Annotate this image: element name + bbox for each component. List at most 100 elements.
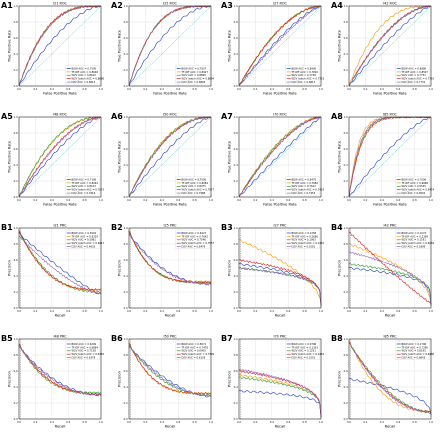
x-axis-label: Recall xyxy=(275,314,286,318)
x-axis-label: Recall xyxy=(165,314,176,318)
panel-label: B8 xyxy=(331,334,343,343)
x-tick-label: 0.6 xyxy=(66,309,70,313)
y-tick-label: 0.4 xyxy=(14,52,18,56)
x-tick-label: 0.8 xyxy=(303,420,307,424)
legend-entry: TF-IDF AUC = 0.9668 xyxy=(402,181,429,185)
x-axis-label: Recall xyxy=(275,425,286,429)
series-line-w2v-batch xyxy=(18,116,101,198)
y-tick-label: 0.6 xyxy=(124,258,128,262)
panel-B1: B1 I21 PRC0.00.00.20.20.40.40.60.60.80.81… xyxy=(1,223,105,318)
y-tick-label: 0.4 xyxy=(14,163,18,167)
legend-entry: D2V AUC = 0.7731 xyxy=(402,80,426,84)
series-line-tf-idf xyxy=(238,116,322,198)
y-tick-label: 0.0 xyxy=(14,417,18,421)
y-tick-label: 0.2 xyxy=(14,401,18,405)
x-axis-label: False Positive Rate xyxy=(263,92,297,96)
x-tick-label: 0.4 xyxy=(50,420,54,424)
y-axis-label: Precision xyxy=(228,371,232,387)
x-axis-label: False Positive Rate xyxy=(153,203,187,207)
legend-entry: W2V AUC = 0.9545 xyxy=(402,184,427,188)
x-tick-label: 0.2 xyxy=(143,309,147,313)
legend-entry: TF-IDF AUC = 0.7802 xyxy=(292,70,319,74)
series-line-w2v-batch xyxy=(18,230,102,291)
y-tick-label: 1.0 xyxy=(124,4,128,8)
x-axis-label: Recall xyxy=(165,425,176,429)
panel-label: A6 xyxy=(111,112,123,121)
series-line-w2v-batch xyxy=(348,342,432,413)
legend-entry: BOW AUC = 0.7837 xyxy=(182,66,207,70)
y-tick-label: 1.0 xyxy=(344,115,348,119)
x-tick-label: 0.6 xyxy=(396,198,400,202)
legend-entry: TF-IDF AUC = 0.7290 xyxy=(402,345,429,349)
legend-entry: TF-IDF AUC = 0.6884 xyxy=(72,345,99,349)
legend-entry: W2V_batch AUC = 0.8894 xyxy=(182,77,215,81)
panel-label: A8 xyxy=(331,112,343,121)
y-tick-label: 0.0 xyxy=(344,195,348,199)
legend-entry: D2V AUC = 0.7616 xyxy=(72,191,96,195)
legend-entry: D2V AUC = 0.7453 xyxy=(292,191,316,195)
y-tick-label: 0.8 xyxy=(344,20,348,24)
legend-box xyxy=(285,229,320,249)
legend-entry: BOW AUC = 0.6475 xyxy=(292,177,317,181)
legend-entry: BOW AUC = 0.1072 xyxy=(402,231,427,235)
y-tick-label: 0.6 xyxy=(344,36,348,40)
panel-B2: B2 I25 PRC0.00.00.20.20.40.40.60.60.80.81… xyxy=(111,223,215,318)
y-axis-label: True Positive Rate xyxy=(338,140,342,174)
axes-frame xyxy=(238,338,322,420)
x-tick-label: 1.0 xyxy=(429,87,433,91)
legend-entry: W2V_batch AUC = 0.7557 xyxy=(182,241,215,245)
legend-entry: W2V AUC = 0.8610 xyxy=(72,73,97,77)
x-axis-label: Recall xyxy=(385,314,396,318)
y-tick-label: 0.4 xyxy=(344,274,348,278)
legend-entry: TF-IDF AUC = 0.2399 xyxy=(402,234,429,238)
y-tick-label: 0.8 xyxy=(14,131,18,135)
y-tick-label: 0.2 xyxy=(124,68,128,72)
x-tick-label: 0.4 xyxy=(380,87,384,91)
legend-box xyxy=(285,340,320,360)
x-tick-label: 0.2 xyxy=(33,420,37,424)
x-tick-label: 0.6 xyxy=(66,420,70,424)
series-line-d2v xyxy=(238,116,321,198)
series-line-tf-idf xyxy=(238,239,322,304)
legend-entry: BOW AUC = 0.0796 xyxy=(292,342,317,346)
panel-label: B7 xyxy=(221,334,233,343)
series-line-tf-idf xyxy=(348,5,432,87)
x-tick-label: 0.8 xyxy=(193,87,197,91)
axes-frame xyxy=(18,338,102,420)
x-tick-label: 0.6 xyxy=(396,87,400,91)
panel-title: I85 PRC xyxy=(384,335,398,339)
x-tick-label: 0.4 xyxy=(380,309,384,313)
y-axis-label: Precision xyxy=(8,260,12,276)
legend-entry: W2V AUC = 0.1191 xyxy=(402,238,427,242)
y-tick-label: 0.6 xyxy=(14,369,18,373)
legend-entry: W2V AUC = 0.7612 xyxy=(292,184,317,188)
panel-title: I27 ROC xyxy=(273,2,287,6)
series-line-d2v xyxy=(348,5,431,87)
y-tick-label: 1.0 xyxy=(14,4,18,8)
x-tick-label: 0.2 xyxy=(143,198,147,202)
x-tick-label: 0.4 xyxy=(380,198,384,202)
x-tick-label: 0.8 xyxy=(303,198,307,202)
y-tick-label: 1.0 xyxy=(234,337,238,341)
chance-diagonal xyxy=(348,116,432,198)
panel-A4: A4 I42 ROC0.00.00.20.20.40.40.60.60.80.81… xyxy=(331,1,435,96)
x-tick-label: 0.8 xyxy=(83,420,87,424)
legend-entry: W2V AUC = 0.7731 xyxy=(402,73,427,77)
legend-entry: W2V AUC = 0.8895 xyxy=(182,73,207,77)
series-line-bow xyxy=(128,233,212,286)
legend-box xyxy=(395,65,430,85)
y-tick-label: 0.8 xyxy=(124,242,128,246)
legend-entry: TF-IDF AUC = 0.2666 xyxy=(292,234,319,238)
y-axis-label: Precision xyxy=(338,371,342,387)
y-tick-label: 1.0 xyxy=(124,226,128,230)
x-tick-label: 1.0 xyxy=(319,87,323,91)
series-line-d2v xyxy=(128,345,212,398)
x-tick-label: 1.0 xyxy=(429,309,433,313)
legend-entry: BOW AUC = 0.7106 xyxy=(72,177,97,181)
legend-entry: W2V_batch AUC = 0.7453 xyxy=(292,188,325,192)
x-tick-label: 0.0 xyxy=(347,420,351,424)
y-tick-label: 0.2 xyxy=(124,290,128,294)
x-tick-label: 0.0 xyxy=(237,87,241,91)
series-line-d2v xyxy=(18,235,102,295)
